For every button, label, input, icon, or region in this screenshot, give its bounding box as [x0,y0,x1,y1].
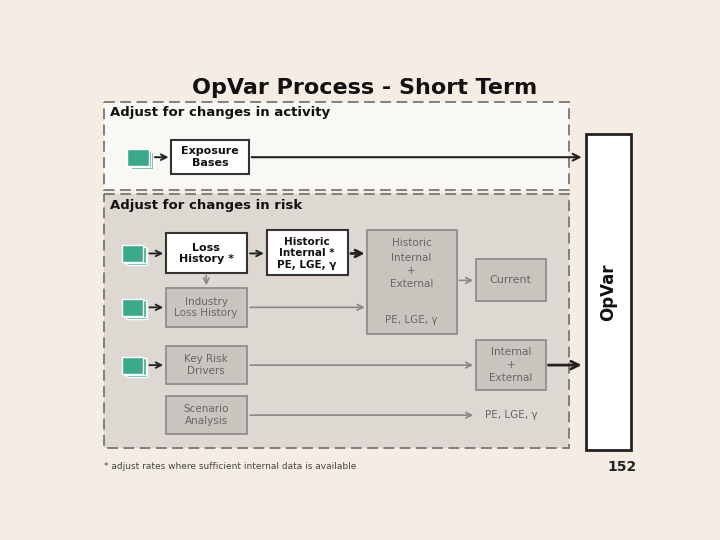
Text: PE, LGE, γ: PE, LGE, γ [385,315,438,326]
Bar [104,194,569,448]
Bar [126,360,148,377]
Text: Historic
Internal *
PE, LGE, γ: Historic Internal * PE, LGE, γ [277,237,337,270]
Bar [367,231,456,334]
Bar [266,231,348,275]
Text: Adjust for changes in activity: Adjust for changes in activity [110,106,330,119]
Text: Internal
+
External: Internal + External [489,347,533,383]
Bar [127,148,149,166]
Bar [122,356,143,374]
Bar [124,358,145,375]
Bar [122,299,143,316]
Text: Exposure
Bases: Exposure Bases [181,146,239,168]
Bar [586,134,631,450]
Text: OpVar: OpVar [600,263,618,321]
Text: 152: 152 [607,460,636,474]
Bar [124,300,145,318]
Text: Scenario
Analysis: Scenario Analysis [184,404,229,426]
Bar [122,245,143,262]
Bar [166,396,248,434]
Bar [104,102,569,190]
Bar [476,340,546,390]
Bar [126,302,148,319]
Text: Loss
History *: Loss History * [179,242,234,264]
Bar [476,259,546,301]
Text: OpVar Process - Short Term: OpVar Process - Short Term [192,78,538,98]
Text: Key Risk
Drivers: Key Risk Drivers [184,354,228,376]
Bar [166,288,248,327]
Bar [166,233,248,273]
Bar [131,152,153,168]
Text: Industry
Loss History: Industry Loss History [174,296,238,318]
Bar [130,150,151,167]
Text: Historic: Historic [392,239,431,248]
Text: * adjust rates where sufficient internal data is available: * adjust rates where sufficient internal… [104,462,356,471]
Bar [126,248,148,265]
Text: Internal
+
External: Internal + External [390,253,433,289]
Bar [166,346,248,384]
Bar [171,140,249,174]
Text: Current: Current [490,275,532,286]
Bar [124,247,145,264]
Text: PE, LGE, γ: PE, LGE, γ [485,410,537,420]
Text: Adjust for changes in risk: Adjust for changes in risk [110,199,302,212]
